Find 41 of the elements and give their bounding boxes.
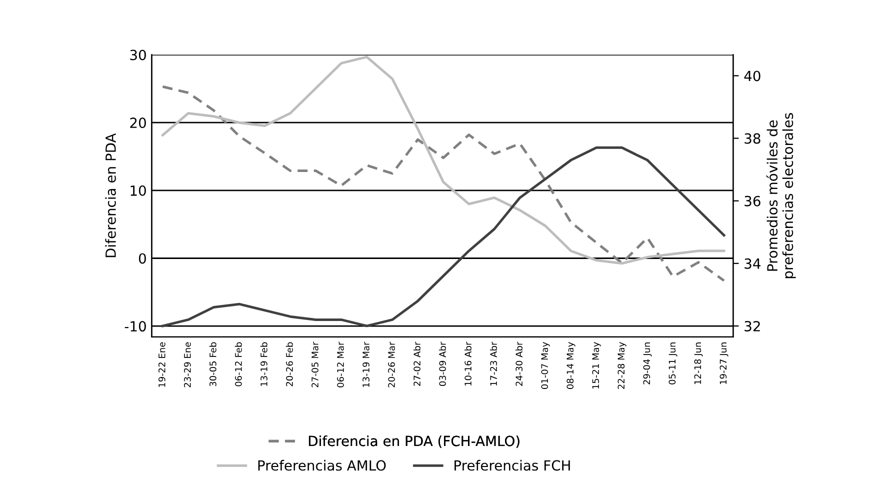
x-tick-label: 27-02 Abr [413, 342, 420, 386]
legend-label: Diferencia en PDA (FCH-AMLO) [308, 435, 520, 448]
x-tick-label: 19-27 Jun [720, 342, 728, 384]
x-tick-label: 20-26 Feb [286, 342, 293, 386]
y2-axis-title: Promedios móviles de preferencias electorales [766, 113, 796, 278]
x-tick-label: 12-18 Jun [694, 342, 703, 384]
line-series [161, 56, 726, 265]
x-tick-label: 20-26 Mar [388, 342, 395, 388]
y2-tick-label: 38 [744, 133, 760, 144]
x-tick-label: 10-16 Abr [464, 342, 472, 386]
line-series [161, 85, 726, 282]
y-tick-label: -10 [124, 321, 146, 332]
x-tick-label: 03-09 Abr [438, 342, 446, 386]
y2-tick-label: 32 [744, 320, 760, 332]
x-tick-label: 13-19 Mar [362, 342, 370, 387]
x-tick-label: 06-12 Mar [337, 342, 344, 388]
legend-label: Preferencias AMLO [258, 460, 386, 471]
x-tick-label: 29-04 Jun [643, 342, 652, 384]
x-tick-label: 30-05 Feb [209, 342, 216, 386]
x-tick-label: 13-19 Feb [260, 342, 268, 386]
x-tick-label: 22-28 May [618, 342, 626, 389]
x-tick-label: 15-21 May [592, 342, 601, 389]
x-tick-label: 24-30 Abr [516, 342, 522, 386]
y2-tick-label: 36 [744, 196, 760, 206]
x-tick-label: 27-05 Mar [312, 342, 318, 388]
legend-label: Preferencias FCH [454, 460, 570, 471]
y-tick-label: 20 [130, 118, 146, 128]
x-tick-label: 19-22 Ene [158, 342, 166, 387]
y2-tick-label: 34 [744, 258, 760, 269]
y-tick-label: 30 [130, 50, 146, 60]
x-tick-label: 01-07 May [541, 342, 550, 389]
x-tick-label: 08-14 May [566, 342, 576, 389]
y-tick-label: 0 [138, 253, 146, 264]
x-tick-label: 17-23 Abr [490, 342, 497, 386]
x-tick-label: 06-12 Feb [234, 342, 242, 386]
line-series [161, 146, 726, 328]
y-tick-label: 10 [130, 185, 146, 196]
y2-tick-label: 40 [744, 70, 760, 82]
y-axis-title: Diferencia en PDA [105, 133, 116, 258]
x-tick-label: 23-29 Ene [184, 342, 191, 388]
x-tick-label: 05-11 Jun [668, 342, 678, 384]
